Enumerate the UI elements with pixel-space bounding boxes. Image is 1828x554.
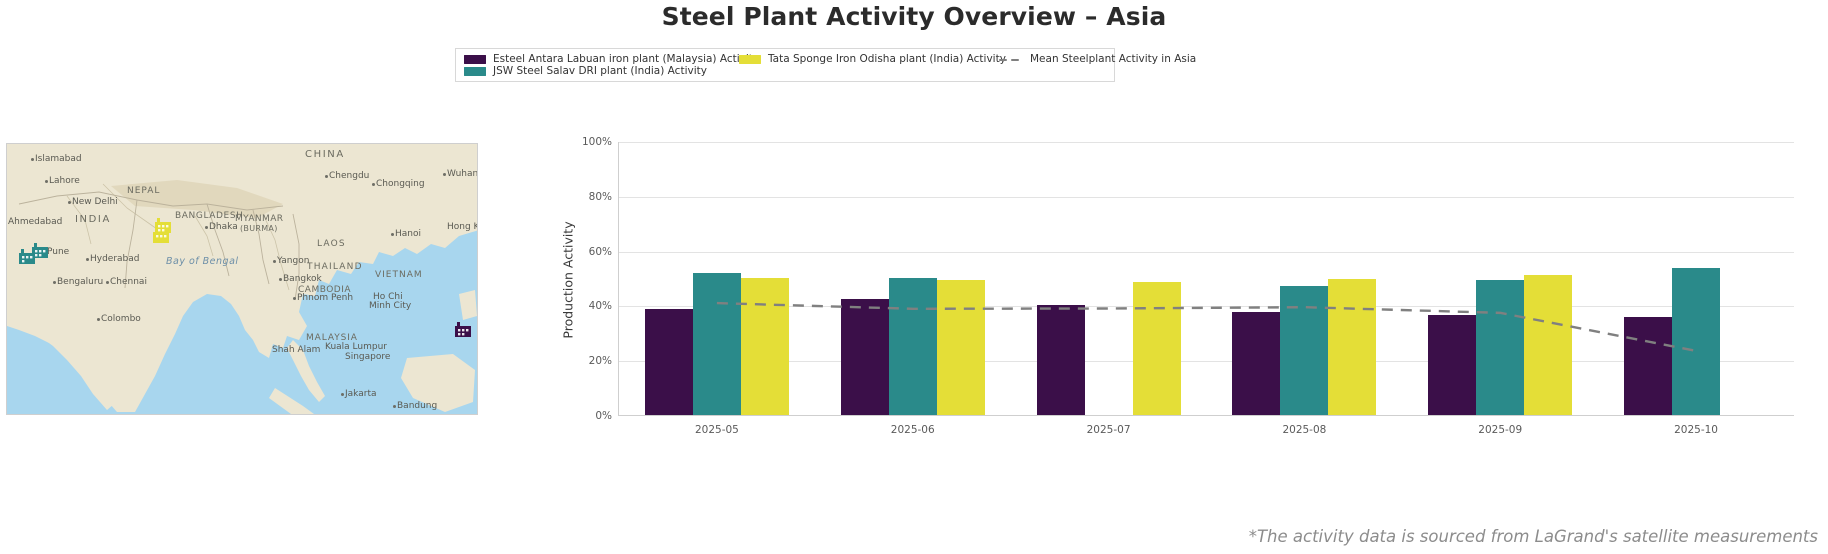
esteel-antara-labuan-marker[interactable] [454,320,472,338]
legend-item-jsw-steel[interactable]: JSW Steel Salav DRI plant (India) Activi… [464,65,739,77]
y-axis-tick: 80% [588,190,612,203]
bar[interactable] [840,299,889,415]
legend-item-mean-activity[interactable]: Mean Steelplant Activity in Asia [999,53,1196,65]
x-axis-tick: 2025-05 [694,424,739,436]
bar-group: 2025-06 [815,142,1011,436]
legend-swatch-tata-icon [739,54,761,64]
y-axis-tick: 40% [588,300,612,313]
bar[interactable] [692,272,741,415]
legend-label-tata: Tata Sponge Iron Odisha plant (India) Ac… [768,53,1006,65]
bar[interactable] [740,278,789,415]
factory-icon-yellow [155,218,171,233]
y-axis-label: Production Activity [560,221,576,339]
asia-map[interactable]: Islamabad Lahore New Delhi Ahmedabad CHI… [6,143,478,415]
legend-dashed-line-icon [999,55,1023,64]
map-dot-bangkok [279,278,282,281]
jsw-steel-salav-marker-2[interactable] [18,247,36,265]
legend-label-mean: Mean Steelplant Activity in Asia [1030,53,1197,65]
map-dot-yangon [273,260,276,263]
bar[interactable] [936,279,985,415]
map-dot-chennai [106,281,109,284]
map-dot-chengdu [325,175,328,178]
jsw-steel-salav-marker[interactable] [31,241,49,259]
map-dot-dhaka [205,226,208,229]
legend-label-esteel: Esteel Antara Labuan iron plant (Malaysi… [493,53,760,65]
map-dot-new-delhi [68,201,71,204]
map-dot-phnom-penh [293,297,296,300]
bar[interactable] [1328,279,1377,415]
bar[interactable] [1132,281,1181,415]
bar[interactable] [1036,304,1085,415]
bar[interactable] [644,308,693,415]
map-dot-hanoi [391,233,394,236]
map-dot-chongqing [372,183,375,186]
factory-icon-purple [455,322,471,337]
bar[interactable] [1428,315,1477,415]
bar[interactable] [1476,280,1525,415]
activity-bar-chart[interactable]: Production Activity 0% 20% 40% 60% 80% 100% 2… [560,130,1828,440]
bar-group: 2025-10 [1598,142,1794,436]
gridline [619,251,1794,253]
gridline [619,416,1794,417]
x-axis-tick: 2025-06 [890,424,935,436]
factory-icon-teal [32,243,48,258]
bar[interactable] [1624,316,1673,415]
tata-sponge-odisha-marker[interactable] [154,216,172,234]
bar[interactable] [1672,268,1721,415]
map-dot-bengaluru [53,281,56,284]
y-axis-tick: 20% [588,355,612,368]
bar-groups: 2025-05 2025-06 2025-07 2025-08 2025-09 2025-… [619,142,1794,436]
legend-swatch-jsw-icon [464,66,486,76]
tata-sponge-odisha-marker-2[interactable] [152,226,170,244]
map-dot-wuhan [443,173,446,176]
gridline [619,142,1794,143]
chart-legend: Esteel Antara Labuan iron plant (Malaysi… [455,48,1196,82]
gridline [619,361,1794,363]
footer-note: *The activity data is sourced from LaGra… [1248,527,1818,546]
map-landmass-graphic [7,144,477,414]
map-dot-jakarta [341,393,344,396]
y-axis-tick: 60% [588,245,612,258]
map-dot-lahore [45,180,48,183]
factory-icon-teal-2 [19,249,35,264]
legend-item-tata-sponge[interactable]: Tata Sponge Iron Odisha plant (India) Ac… [739,53,1006,65]
x-axis-tick: 2025-08 [1282,424,1327,436]
y-axis-tick: 0% [595,410,612,422]
x-axis-tick: 2025-07 [1086,424,1131,436]
map-dot-islamabad [31,158,34,161]
legend-item-esteel-antara[interactable]: Esteel Antara Labuan iron plant (Malaysi… [464,53,759,65]
gridline [619,196,1794,198]
plot-area: 0% 20% 40% 60% 80% 100% 2025-05 2025-06 2025-07… [582,136,1794,436]
bar[interactable] [1232,311,1281,415]
bar[interactable] [888,278,937,415]
page-title: Steel Plant Activity Overview – Asia [661,2,1167,31]
bar-group: 2025-07 [1011,142,1207,436]
x-axis-tick: 2025-09 [1478,424,1523,436]
bar-group: 2025-08 [1206,142,1402,436]
bar-group: 2025-09 [1402,142,1598,436]
bar[interactable] [1280,285,1329,415]
x-axis-tick: 2025-10 [1674,424,1718,436]
map-dot-hyderabad [86,258,89,261]
map-dot-colombo [97,318,100,321]
legend-label-jsw: JSW Steel Salav DRI plant (India) Activi… [493,65,707,77]
legend-swatch-esteel-icon [464,54,486,64]
bar-group: 2025-05 [619,142,815,436]
factory-icon-yellow-2 [153,228,169,243]
y-axis-tick: 100% [581,136,612,148]
bar[interactable] [1524,275,1573,415]
map-dot-bandung [393,405,396,408]
